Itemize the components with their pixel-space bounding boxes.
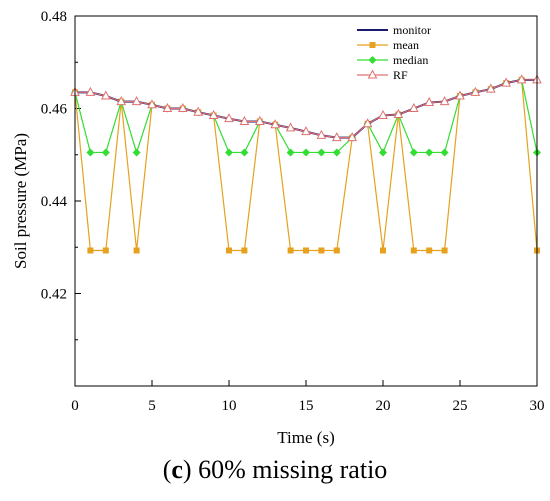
data-point-rf — [424, 96, 435, 106]
legend-marker — [367, 69, 378, 79]
x-tick-label: 20 — [376, 398, 391, 414]
data-point-median — [425, 148, 434, 157]
legend-item-mean: mean — [357, 38, 419, 52]
data-point-mean — [102, 247, 109, 254]
plot-frame — [74, 15, 538, 387]
x-tick-label: 5 — [148, 398, 156, 414]
data-point-mean — [318, 247, 325, 254]
data-point-median — [86, 148, 95, 157]
data-point-median — [317, 148, 326, 157]
data-point-median — [225, 148, 233, 157]
data-point-median — [101, 148, 110, 157]
series-line-mean — [74, 79, 538, 252]
plot-layer — [70, 74, 542, 254]
data-point-median — [440, 148, 449, 157]
y-tick-label: 0.42 — [41, 287, 67, 303]
caption-letter: c — [171, 455, 183, 484]
legend-label: median — [393, 53, 428, 67]
data-point-median — [132, 148, 141, 157]
legend-item-median: median — [357, 53, 428, 67]
data-point-median — [379, 148, 387, 157]
data-point-median — [302, 148, 310, 157]
chart: 0 5 10 15 20 25 30 0.42 0.44 0.46 0.48 Time (s) So… — [11, 9, 545, 447]
data-point-rf — [439, 96, 450, 106]
x-tick-label: 0 — [71, 398, 79, 414]
legend-marker — [369, 42, 376, 48]
y-tick-label: 0.48 — [41, 9, 67, 25]
x-tick-label: 10 — [222, 398, 237, 414]
x-tick-label: 15 — [299, 398, 314, 414]
legend-marker — [368, 56, 377, 64]
series-line-median — [74, 79, 538, 155]
data-point-rf — [193, 106, 204, 116]
data-point-median — [332, 148, 341, 157]
y-tick-label: 0.44 — [41, 194, 68, 210]
y-axis-label: Soil pressure (MPa) — [11, 133, 30, 269]
data-point-rf — [455, 90, 465, 100]
data-point-rf — [100, 90, 111, 100]
series-median — [71, 75, 541, 157]
data-point-rf — [485, 83, 496, 93]
data-point-rf — [408, 102, 419, 112]
data-point-rf — [501, 77, 512, 87]
data-point-mean — [441, 247, 448, 254]
data-point-mean — [241, 247, 248, 254]
x-tick-label: 30 — [530, 398, 545, 414]
data-point-rf — [177, 102, 188, 112]
data-point-rf — [316, 129, 327, 139]
data-point-rf — [254, 115, 265, 125]
data-point-rf — [516, 74, 527, 84]
x-axis-label: Time (s) — [277, 428, 334, 447]
data-point-rf — [347, 132, 358, 142]
y-tick-label: 0.46 — [41, 102, 68, 118]
data-point-mean — [287, 247, 294, 254]
data-point-rf — [285, 122, 296, 132]
data-point-rf — [393, 108, 404, 119]
caption-prefix: ( — [162, 455, 172, 484]
data-point-mean — [410, 247, 417, 254]
data-point-rf — [331, 132, 342, 142]
data-point-mean — [226, 247, 232, 254]
data-point-rf — [362, 118, 373, 128]
figure-caption: (c) 60% missing ratio — [0, 455, 550, 485]
data-point-rf — [162, 102, 173, 112]
data-point-mean — [426, 247, 433, 254]
data-point-rf — [470, 86, 481, 96]
ticks-layer: 0 5 10 15 20 25 30 0.42 0.44 0.46 0.48 — [41, 9, 545, 414]
data-point-rf — [378, 109, 388, 119]
data-point-rf — [147, 99, 157, 109]
data-point-median — [240, 148, 249, 157]
data-point-rf — [239, 115, 250, 125]
data-point-rf — [85, 86, 96, 96]
data-point-mean — [87, 247, 94, 254]
caption-suffix: ) 60% missing ratio — [182, 455, 388, 484]
data-point-mean — [333, 247, 340, 254]
data-point-rf — [270, 119, 281, 129]
data-point-median — [409, 148, 418, 157]
data-point-mean — [133, 247, 140, 254]
series-rf — [70, 74, 542, 142]
legend-label: RF — [393, 68, 408, 82]
legend-label: mean — [393, 38, 419, 52]
legend-item-monitor: monitor — [357, 23, 431, 37]
data-point-median — [286, 148, 295, 157]
data-point-mean — [303, 247, 309, 254]
legend-item-rf: RF — [357, 68, 408, 82]
data-point-rf — [224, 113, 234, 123]
data-point-rf — [208, 109, 219, 119]
data-point-mean — [380, 247, 386, 254]
legend-label: monitor — [393, 23, 431, 37]
x-tick-label: 25 — [453, 398, 468, 414]
data-point-rf — [301, 126, 311, 136]
data-point-rf — [116, 96, 127, 106]
data-point-rf — [131, 96, 142, 106]
